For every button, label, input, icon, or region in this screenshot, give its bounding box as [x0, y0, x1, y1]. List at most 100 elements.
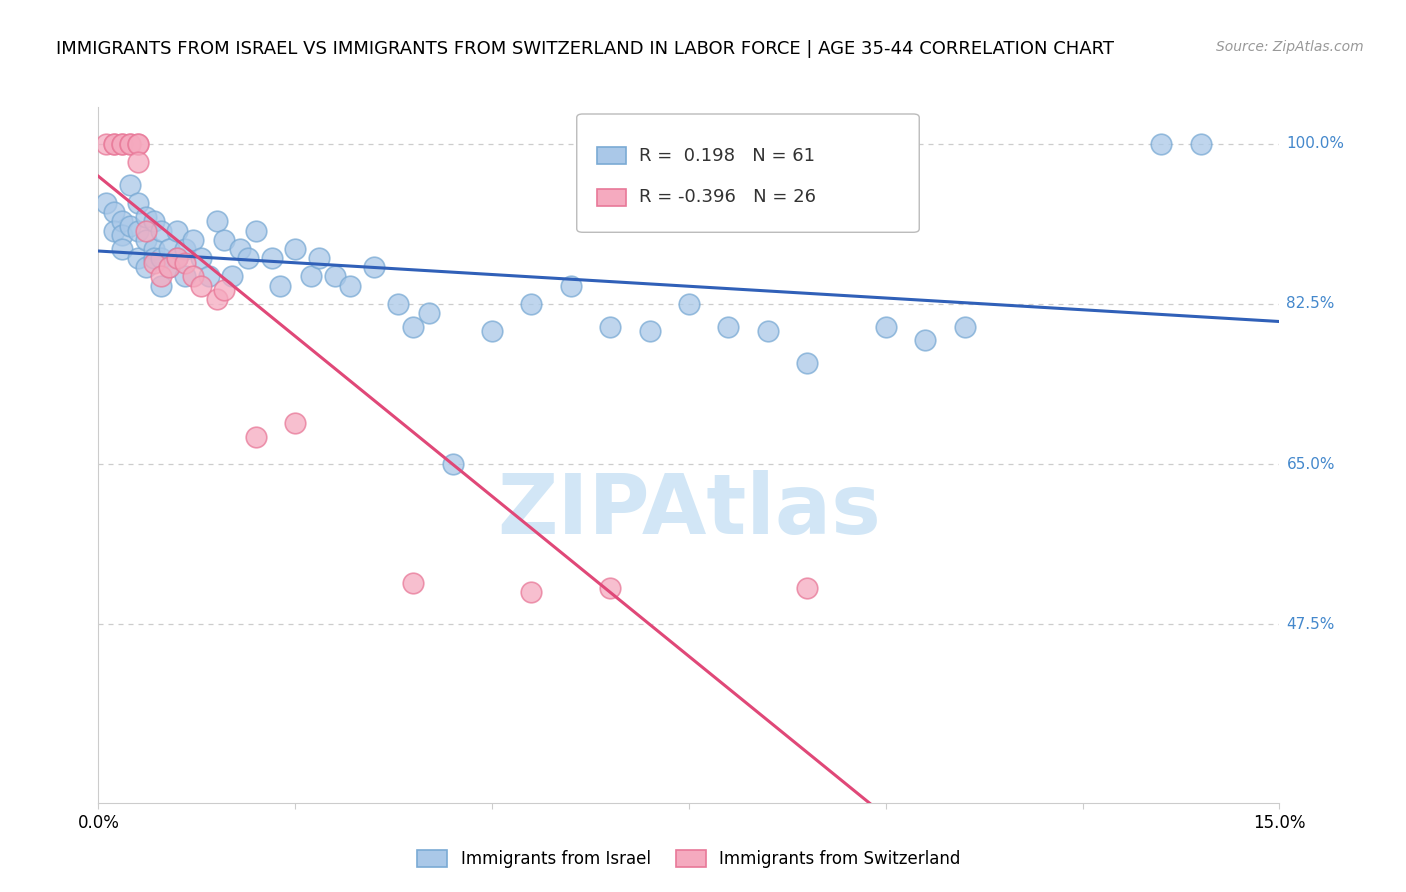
Point: [127, 196, 149, 211]
Point: [221, 269, 243, 284]
Text: 82.5%: 82.5%: [1286, 296, 1334, 311]
Point: [363, 260, 385, 275]
Point: [127, 155, 149, 169]
Point: [135, 233, 157, 247]
Point: [284, 242, 307, 256]
Point: [150, 269, 173, 284]
FancyBboxPatch shape: [596, 189, 626, 206]
Point: [150, 224, 173, 238]
Point: [127, 136, 149, 151]
Point: [214, 283, 236, 297]
Point: [190, 251, 212, 265]
Point: [127, 136, 149, 151]
Point: [599, 319, 621, 334]
Point: [520, 585, 543, 599]
Point: [205, 293, 228, 307]
Point: [142, 242, 165, 256]
Text: R = -0.396   N = 26: R = -0.396 N = 26: [640, 188, 817, 206]
Point: [1150, 136, 1173, 151]
Point: [717, 319, 740, 334]
Text: ZIPAtlas: ZIPAtlas: [496, 470, 882, 551]
Point: [166, 251, 188, 265]
Point: [197, 269, 219, 284]
Point: [135, 224, 157, 238]
Point: [157, 260, 180, 275]
Text: 65.0%: 65.0%: [1286, 457, 1334, 472]
Point: [796, 356, 818, 370]
Point: [914, 334, 936, 348]
Point: [402, 576, 425, 591]
Point: [229, 242, 252, 256]
Point: [236, 251, 259, 265]
Point: [174, 269, 197, 284]
Point: [111, 242, 134, 256]
Point: [245, 429, 267, 443]
Point: [111, 214, 134, 228]
Point: [174, 255, 197, 269]
Text: R =  0.198   N = 61: R = 0.198 N = 61: [640, 147, 815, 165]
Point: [111, 136, 134, 151]
Point: [135, 260, 157, 275]
Point: [638, 324, 661, 338]
Point: [245, 224, 267, 238]
Point: [135, 210, 157, 224]
Point: [205, 214, 228, 228]
Point: [1189, 136, 1212, 151]
Point: [150, 251, 173, 265]
Point: [387, 297, 409, 311]
Point: [190, 278, 212, 293]
Point: [142, 255, 165, 269]
Point: [481, 324, 503, 338]
Text: 47.5%: 47.5%: [1286, 616, 1334, 632]
Point: [127, 224, 149, 238]
Point: [520, 297, 543, 311]
Point: [118, 136, 141, 151]
Text: 15.0%: 15.0%: [1253, 814, 1306, 831]
Point: [166, 251, 188, 265]
Point: [299, 269, 322, 284]
Text: Source: ZipAtlas.com: Source: ZipAtlas.com: [1216, 40, 1364, 54]
Point: [118, 219, 141, 233]
Text: IMMIGRANTS FROM ISRAEL VS IMMIGRANTS FROM SWITZERLAND IN LABOR FORCE | AGE 35-44: IMMIGRANTS FROM ISRAEL VS IMMIGRANTS FRO…: [56, 40, 1114, 58]
Point: [166, 224, 188, 238]
Point: [308, 251, 330, 265]
Point: [150, 278, 173, 293]
FancyBboxPatch shape: [576, 114, 920, 232]
Point: [599, 581, 621, 595]
Point: [103, 205, 125, 219]
Point: [339, 278, 361, 293]
Point: [127, 251, 149, 265]
Point: [118, 136, 141, 151]
Point: [103, 224, 125, 238]
Point: [953, 319, 976, 334]
Point: [103, 136, 125, 151]
Point: [756, 324, 779, 338]
Legend: Immigrants from Israel, Immigrants from Switzerland: Immigrants from Israel, Immigrants from …: [411, 843, 967, 874]
Point: [157, 242, 180, 256]
Text: 0.0%: 0.0%: [77, 814, 120, 831]
Point: [174, 242, 197, 256]
Point: [260, 251, 283, 265]
Point: [323, 269, 346, 284]
Point: [96, 136, 118, 151]
Point: [560, 278, 582, 293]
Point: [678, 297, 700, 311]
Text: 100.0%: 100.0%: [1286, 136, 1344, 151]
Point: [118, 178, 141, 192]
Point: [96, 196, 118, 211]
Point: [142, 214, 165, 228]
Point: [284, 416, 307, 430]
Point: [418, 306, 440, 320]
Point: [214, 233, 236, 247]
Point: [269, 278, 291, 293]
Point: [157, 260, 180, 275]
Point: [796, 581, 818, 595]
Point: [402, 319, 425, 334]
Point: [111, 228, 134, 243]
Point: [103, 136, 125, 151]
Point: [111, 136, 134, 151]
FancyBboxPatch shape: [596, 147, 626, 164]
Point: [441, 457, 464, 471]
Point: [142, 251, 165, 265]
Point: [181, 233, 204, 247]
